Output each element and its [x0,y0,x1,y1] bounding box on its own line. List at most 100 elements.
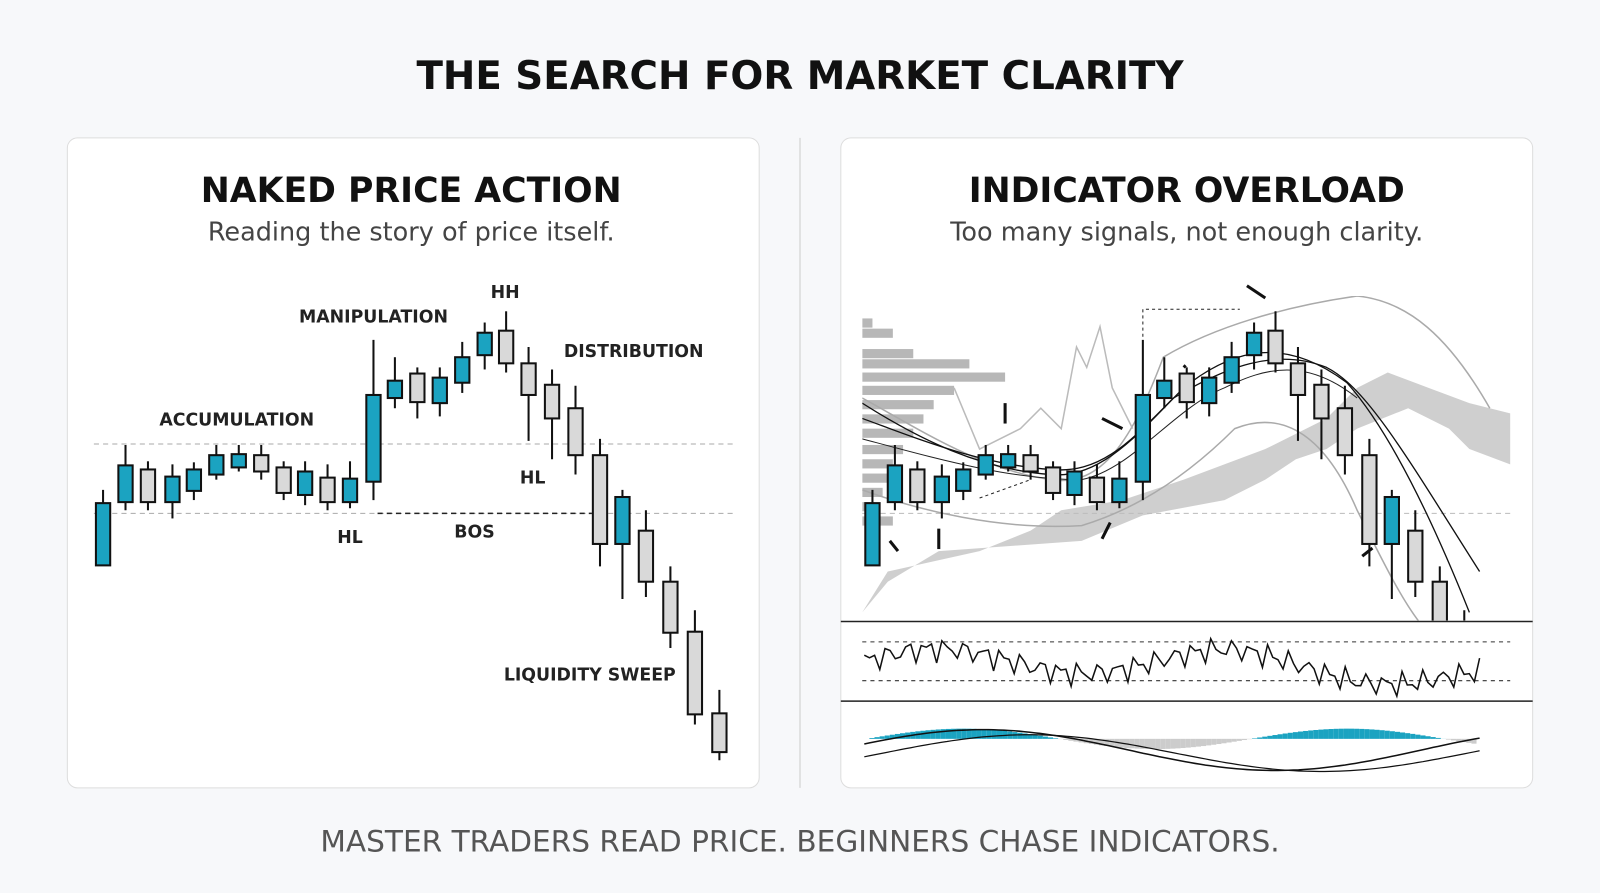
histogram-bar [1430,737,1436,739]
histogram-bar [1389,731,1395,739]
volume-bar [862,328,893,338]
signal-arrow [1101,417,1124,431]
panel-title: INDICATOR OVERLOAD [969,171,1405,211]
histogram-bar [951,728,957,739]
candle-body [591,454,609,545]
histogram-bar [1354,728,1360,739]
annotation: LIQUIDITY SWEEP [504,666,676,686]
annotation: HL [520,469,546,489]
annotation: BOS [454,523,494,543]
histogram-bar [1348,728,1355,739]
page-title: THE SEARCH FOR MARKET CLARITY [416,54,1184,99]
histogram-bar [1451,738,1457,741]
volume-bar [862,400,934,410]
histogram-bar [945,728,952,739]
candle-body [117,464,134,504]
candle-body [275,466,292,494]
histogram-bar [1364,729,1370,739]
histogram-bar [1333,728,1339,739]
histogram-bar [961,728,967,739]
candle-body [1361,454,1378,545]
volume-bar [862,385,955,395]
candle-body [139,468,157,504]
candle-body [977,454,994,476]
histogram-bar [1226,738,1232,743]
candle-body [296,470,314,496]
candle-body [94,502,112,567]
histogram-bar [1456,738,1462,742]
candle-body [614,495,631,545]
histogram-bar [1405,733,1411,739]
volume-bar [862,428,914,438]
candle-body [1134,393,1152,483]
histogram-bar [981,729,987,739]
histogram-bar [1170,738,1176,749]
candle-body [864,502,881,567]
histogram-bar [1282,733,1288,739]
histogram-bar [971,728,977,739]
candle-body [164,475,181,504]
candle-body [476,331,493,357]
histogram-bar [1277,734,1283,739]
volume-bar [862,372,1006,382]
histogram-bar [1292,732,1298,739]
histogram-bar [1435,737,1441,739]
candle-body [1313,383,1330,420]
candle-body [686,630,704,716]
candle-body [567,407,584,457]
chart-candles [864,311,1466,621]
signal-arrow [1182,364,1187,369]
candle-body [955,468,972,492]
histogram-bar [1027,734,1033,739]
candle-body [1223,356,1240,384]
histogram-bar [1206,738,1212,746]
candle-body [341,477,359,504]
candle-body [319,476,336,504]
panel-subtitle: Too many signals, not enough clarity. [949,218,1423,248]
macd-line [864,728,1480,772]
candle-body [431,376,448,405]
histogram-bar [1098,738,1105,746]
candle-body [1066,470,1083,496]
histogram-bar [869,737,875,739]
histogram-bar [1308,730,1314,739]
rsi-line [863,636,1481,699]
histogram-bar [1195,738,1202,747]
histogram-bar [1328,729,1334,739]
histogram-bar [1017,732,1023,739]
histogram-bar [1109,738,1115,747]
candle-body [253,454,270,473]
histogram-bar [1369,729,1375,739]
histogram-bar [1139,738,1145,749]
left-panel [66,137,760,789]
histogram-bar [1190,738,1196,748]
histogram-bar [1216,738,1222,745]
histogram-bar [879,736,885,739]
candle-body [886,464,904,504]
histogram-bar [894,733,900,739]
histogram-bar [986,729,992,739]
candle-body [208,454,225,476]
histogram-bar [1211,738,1217,745]
volume-bar [862,414,924,424]
histogram-bar [1425,736,1431,739]
candle-body [1383,495,1400,545]
histogram-bar [1068,738,1074,741]
candle-body [1022,454,1039,473]
candle-body [497,329,515,365]
histogram-bar [1262,736,1268,739]
volume-bar [862,349,914,359]
panel-title: NAKED PRICE ACTION [201,171,622,211]
candle-body [1407,529,1424,583]
histogram-bar [1175,738,1181,749]
volume-bar [862,444,904,455]
histogram-bar [874,737,880,739]
histogram-bar [1420,735,1426,739]
histogram-bar [1160,738,1166,749]
candle-body [1088,476,1106,504]
histogram-bar [1042,736,1048,739]
signal-arrow [1361,546,1374,558]
signal-arrow [888,539,900,553]
histogram-bar [935,729,941,739]
